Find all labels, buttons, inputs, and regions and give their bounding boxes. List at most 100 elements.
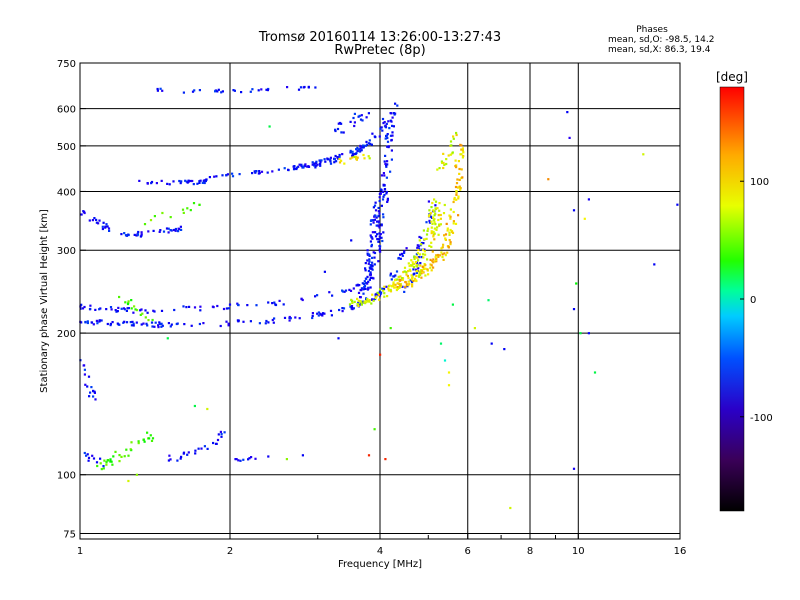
data-point [443,234,446,237]
data-point [509,506,512,510]
data-point [408,268,411,271]
data-point [217,88,220,91]
data-point [437,218,440,222]
data-point [429,212,432,215]
data-point [181,208,185,211]
data-point [428,213,431,216]
data-point [359,144,362,147]
data-point [304,165,307,168]
data-point [427,215,431,218]
data-point [127,479,130,483]
data-point [319,161,322,164]
data-point [350,305,354,308]
data-point [420,243,423,246]
data-point [86,321,89,325]
data-point [364,267,367,270]
data-point [93,217,96,220]
data-point [349,120,352,123]
data-point [90,321,93,324]
data-point [139,309,142,312]
data-point [374,136,377,139]
data-point [405,273,408,276]
data-point [367,454,371,457]
data-point [369,286,372,289]
data-point [111,321,114,324]
data-point [193,404,196,408]
data-point [167,459,170,462]
data-point [444,237,447,240]
data-point [380,291,383,294]
y-tick-label: 300 [57,246,76,257]
data-point [423,248,426,251]
x-axis-label: Frequency [MHz] [338,559,422,570]
data-point [414,260,417,264]
data-point [404,285,407,288]
data-point [94,308,97,311]
data-point [377,214,380,217]
data-point [329,309,333,312]
data-point [220,91,223,94]
data-point [179,457,182,460]
data-point [343,162,346,165]
data-point [356,146,359,149]
data-point [379,127,382,130]
data-point [198,322,201,326]
data-point [151,325,154,328]
data-point [179,182,182,185]
data-point [374,231,377,234]
data-point [392,125,395,128]
data-point [189,209,192,212]
data-point [271,170,274,173]
data-point [372,277,375,280]
data-point [430,206,433,209]
data-point [166,337,169,340]
data-point [274,303,277,306]
data-point [384,154,387,157]
data-point [169,458,172,461]
data-point [403,250,406,253]
data-point [102,221,105,224]
y-tick-label: 75 [63,529,76,540]
data-point [382,195,385,198]
data-point [456,178,459,181]
data-point [264,322,267,325]
x-tick-label: 16 [674,546,687,557]
data-point [378,232,381,235]
data-point [89,391,92,394]
data-point [503,348,506,351]
data-point [175,322,178,326]
data-point [446,251,449,254]
data-point [441,253,444,256]
data-point [392,284,395,287]
data-point [461,149,464,152]
data-point [120,307,123,310]
data-point [91,219,94,222]
data-point [100,319,103,322]
data-point [394,274,397,277]
data-point [314,86,317,89]
data-point [173,228,176,232]
data-point [430,232,433,235]
data-point [140,233,143,236]
data-point [302,165,305,168]
data-point [432,235,435,238]
data-point [83,364,86,367]
data-point [433,238,436,241]
data-point [360,287,363,290]
data-point [115,310,118,313]
data-point [394,102,397,105]
data-point [363,287,366,290]
data-point [417,248,420,252]
data-point [157,326,160,329]
data-point [180,228,183,231]
data-point [236,319,239,322]
data-point [159,229,162,232]
data-point [363,301,366,304]
data-point [438,223,441,226]
data-point [676,203,679,206]
data-point [433,198,436,201]
data-point [101,225,104,228]
data-point [455,193,458,196]
data-point [381,129,384,132]
data-point [338,161,342,164]
